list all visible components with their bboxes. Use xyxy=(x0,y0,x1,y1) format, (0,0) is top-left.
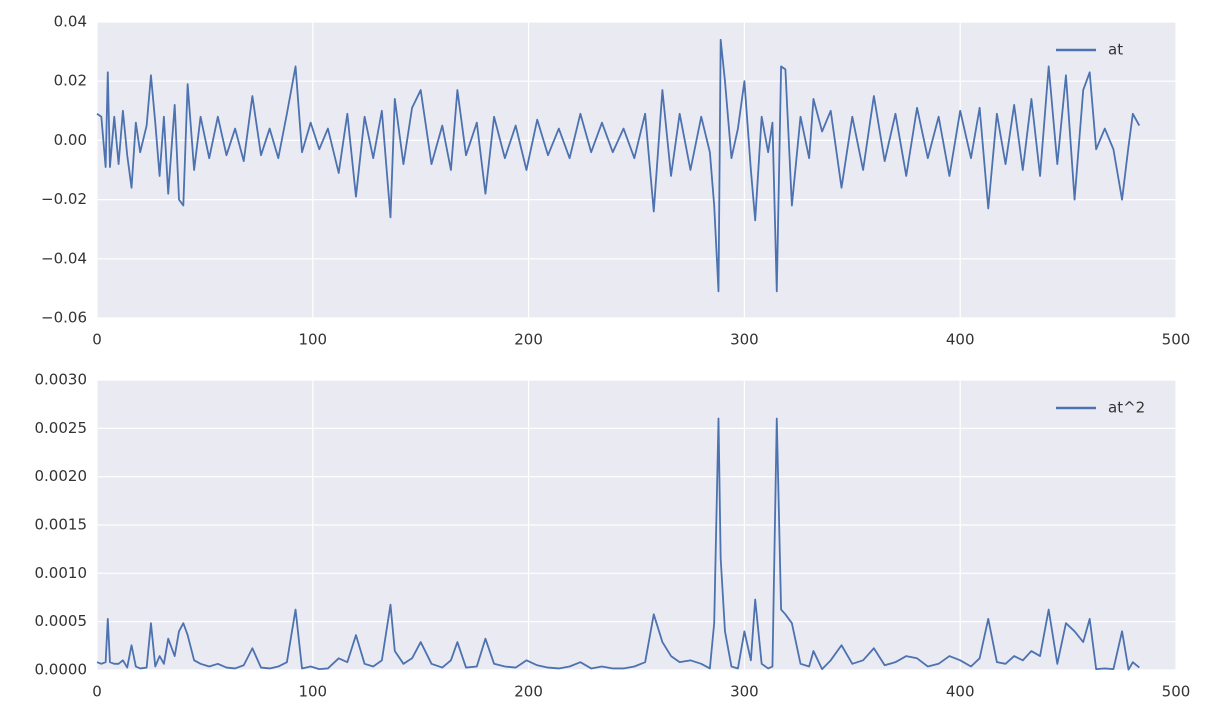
x-tick-label: 100 xyxy=(298,683,327,701)
y-tick-label: 0.0010 xyxy=(35,564,88,582)
data-line xyxy=(96,417,1140,671)
y-tick-label: 0.0015 xyxy=(35,516,88,534)
y-tick-label: 0.02 xyxy=(54,72,87,90)
y-tick-label: 0.0005 xyxy=(35,612,88,630)
y-tick-label: 0.0020 xyxy=(35,467,88,485)
x-tick-label: 500 xyxy=(1162,683,1191,701)
y-tick-label: 0.0030 xyxy=(35,371,88,389)
y-tick-label: 0.04 xyxy=(54,13,87,31)
x-tick-label: 0 xyxy=(92,683,102,701)
y-tick-label: −0.02 xyxy=(41,190,87,208)
x-tick-label: 300 xyxy=(730,683,759,701)
legend-label: at xyxy=(1108,41,1123,59)
y-tick-label: −0.06 xyxy=(41,309,87,327)
x-tick-label: 200 xyxy=(514,683,543,701)
x-tick-label: 0 xyxy=(92,331,102,349)
x-tick-label: 400 xyxy=(946,683,975,701)
y-tick-label: 0.00 xyxy=(54,131,87,149)
x-tick-label: 200 xyxy=(514,331,543,349)
x-tick-label: 400 xyxy=(946,331,975,349)
plot-area xyxy=(97,22,1176,318)
y-tick-label: 0.0025 xyxy=(35,419,88,437)
y-tick-label: −0.04 xyxy=(41,249,87,267)
y-tick-label: 0.0000 xyxy=(35,661,88,679)
x-tick-label: 500 xyxy=(1162,331,1191,349)
x-tick-label: 300 xyxy=(730,331,759,349)
legend-label: at^2 xyxy=(1108,399,1145,417)
data-line xyxy=(96,38,1141,293)
x-tick-label: 100 xyxy=(298,331,327,349)
